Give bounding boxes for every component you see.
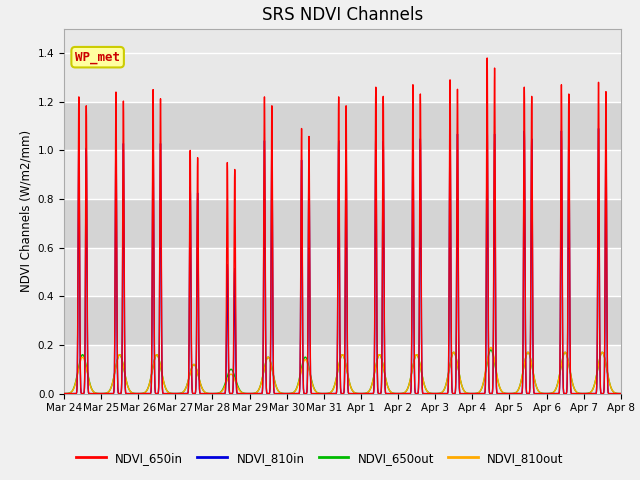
Y-axis label: NDVI Channels (W/m2/mm): NDVI Channels (W/m2/mm) [19, 130, 32, 292]
Text: WP_met: WP_met [75, 51, 120, 64]
Bar [64, 296, 621, 345]
Bar [64, 199, 621, 248]
Bar [64, 102, 621, 150]
Title: SRS NDVI Channels: SRS NDVI Channels [262, 6, 423, 24]
Legend: NDVI_650in, NDVI_810in, NDVI_650out, NDVI_810out: NDVI_650in, NDVI_810in, NDVI_650out, NDV… [72, 447, 568, 469]
